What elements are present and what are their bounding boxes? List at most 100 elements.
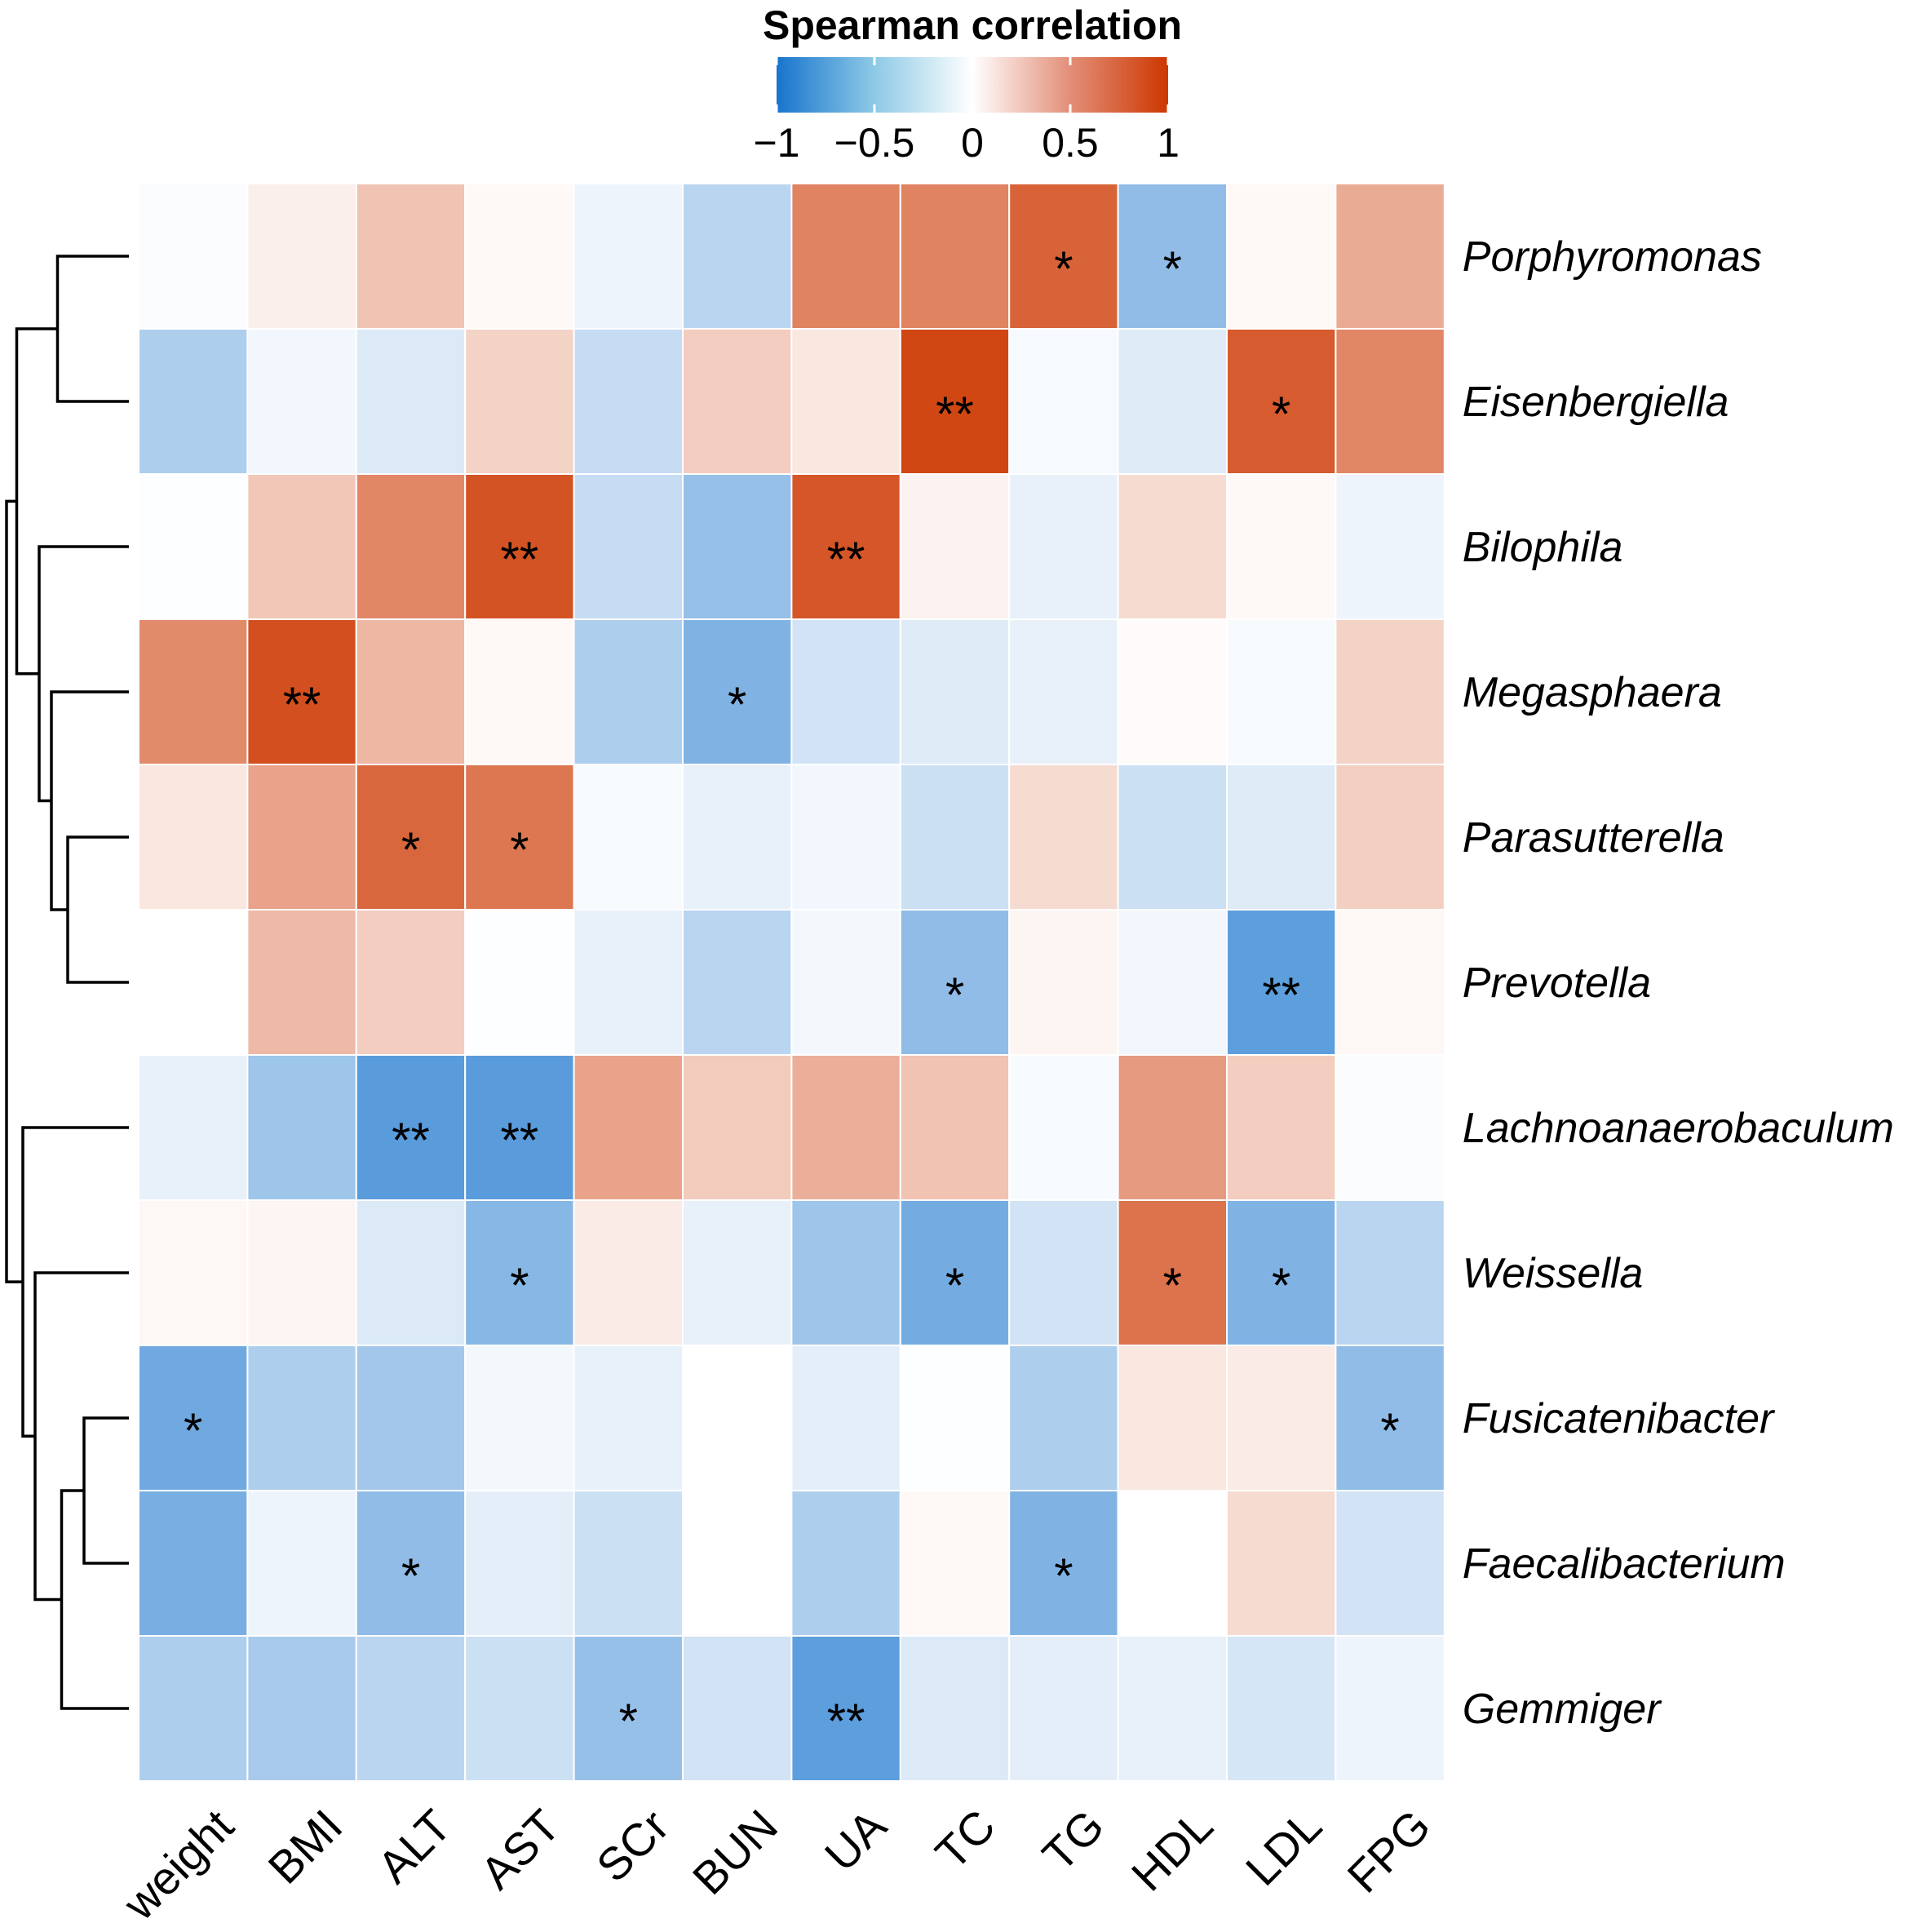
legend-tick-label: 1 xyxy=(1157,120,1180,166)
column-label: SCr xyxy=(587,1800,679,1892)
heatmap-cell xyxy=(246,764,357,911)
heatmap-cell xyxy=(355,764,467,911)
row-label: Fusicatenibacter xyxy=(1463,1395,1776,1442)
heatmap-cell xyxy=(682,1054,793,1201)
dendrogram-branch xyxy=(21,1126,129,1438)
heatmap-cell xyxy=(1335,1199,1445,1346)
heatmap-cell xyxy=(790,1054,901,1201)
heatmap-cell xyxy=(1335,764,1445,911)
heatmap-cell xyxy=(899,764,1011,911)
row-label: Gemmiger xyxy=(1463,1686,1662,1733)
significance-mark: ** xyxy=(827,532,865,587)
row-dendrogram xyxy=(5,255,129,1710)
heatmap-cell xyxy=(1008,1054,1119,1201)
heatmap-cell xyxy=(138,328,249,475)
row-label: Weissella xyxy=(1463,1250,1644,1297)
heatmap-cell xyxy=(1008,1635,1119,1782)
heatmap-cell xyxy=(464,1635,575,1782)
significance-mark: ** xyxy=(392,1113,430,1168)
column-label: TC xyxy=(925,1800,1004,1879)
heatmap-cell xyxy=(355,328,467,475)
heatmap-cell xyxy=(790,473,901,620)
heatmap-cell xyxy=(138,909,249,1056)
column-label: AST xyxy=(471,1800,570,1899)
significance-mark: * xyxy=(1054,1549,1073,1603)
heatmap-cell xyxy=(1335,909,1445,1056)
heatmap-cell xyxy=(1008,1345,1119,1491)
column-label: HDL xyxy=(1122,1800,1223,1901)
significance-mark: * xyxy=(1272,387,1290,441)
heatmap-cell xyxy=(246,1054,357,1201)
significance-mark: * xyxy=(1163,242,1182,296)
heatmap-cell xyxy=(682,909,793,1056)
heatmap-cell xyxy=(790,1345,901,1491)
heatmap-cell xyxy=(464,618,575,765)
heatmap-cell xyxy=(355,473,467,620)
heatmap-cell xyxy=(573,1345,684,1491)
heatmap-cell xyxy=(899,1054,1011,1201)
dendrogram-branch xyxy=(33,1271,129,1602)
significance-mark: * xyxy=(401,1549,420,1603)
heatmap-cell xyxy=(1226,1490,1337,1637)
heatmap-cell xyxy=(682,1345,793,1491)
significance-mark: * xyxy=(1380,1403,1399,1458)
heatmap-cell xyxy=(1226,1054,1337,1201)
heatmap-cell xyxy=(1226,328,1337,475)
dendrogram-branch xyxy=(15,327,58,676)
heatmap-cell xyxy=(1008,328,1119,475)
dendrogram-branch xyxy=(66,835,129,984)
heatmap-cell xyxy=(246,1635,357,1782)
heatmap-cell xyxy=(1226,1345,1337,1491)
heatmap-cell xyxy=(1008,473,1119,620)
significance-mark: * xyxy=(945,1258,964,1313)
heatmap-cell xyxy=(682,1199,793,1346)
heatmap-cell xyxy=(1008,183,1119,330)
heatmap-cell xyxy=(138,1635,249,1782)
heatmap-cell xyxy=(899,1635,1011,1782)
significance-mark: * xyxy=(945,968,964,1022)
row-label: Bilophila xyxy=(1463,524,1623,571)
heatmap-cell xyxy=(355,1054,467,1201)
heatmap-cell xyxy=(138,1345,249,1491)
heatmap-cells xyxy=(138,183,1445,1782)
heatmap-cell xyxy=(1226,764,1337,911)
significance-mark: * xyxy=(1054,242,1073,296)
heatmap-cell xyxy=(573,328,684,475)
dendrogram-branch xyxy=(5,499,23,1283)
heatmap-cell xyxy=(246,183,357,330)
heatmap-cell xyxy=(355,909,467,1056)
heatmap-cell xyxy=(790,1490,901,1637)
heatmap-cell xyxy=(1335,1490,1445,1637)
heatmap-cell xyxy=(1117,909,1228,1056)
row-label: Megasphaera xyxy=(1463,669,1722,716)
heatmap-cell xyxy=(790,328,901,475)
heatmap-cell xyxy=(1335,328,1445,475)
legend-colorbar xyxy=(777,57,1168,113)
heatmap-cell xyxy=(790,764,901,911)
heatmap-cell xyxy=(790,909,901,1056)
significance-mark: * xyxy=(510,822,529,877)
column-labels: weight BMI ALT AST SCr BUN UA TC TG HDL LDL FPG xyxy=(113,1799,1440,1930)
significance-mark: * xyxy=(619,1694,638,1748)
heatmap-cell xyxy=(682,473,793,620)
legend-title: Spearman correlation xyxy=(763,2,1182,48)
heatmap-cell xyxy=(1226,1635,1337,1782)
heatmap-cell xyxy=(355,1490,467,1637)
significance-mark: ** xyxy=(1262,968,1300,1022)
heatmap-cell xyxy=(1335,1054,1445,1201)
heatmap-cell xyxy=(138,1054,249,1201)
heatmap-cell xyxy=(899,183,1011,330)
significance-marks: * *** *** **** ** ** **** *** * * ** ** ** ** xyxy=(184,242,1400,1748)
heatmap-cell xyxy=(355,1199,467,1346)
significance-mark: * xyxy=(1272,1258,1290,1313)
heatmap-cell xyxy=(573,473,684,620)
heatmap-cell xyxy=(1226,473,1337,620)
heatmap-cell xyxy=(464,1199,575,1346)
significance-mark: * xyxy=(510,1258,529,1313)
heatmap-cell xyxy=(682,328,793,475)
heatmap-cell xyxy=(355,618,467,765)
heatmap-cell xyxy=(1226,618,1337,765)
dendrogram-branch xyxy=(50,690,129,911)
heatmap-cell xyxy=(138,473,249,620)
row-label: Prevotella xyxy=(1463,959,1651,1007)
